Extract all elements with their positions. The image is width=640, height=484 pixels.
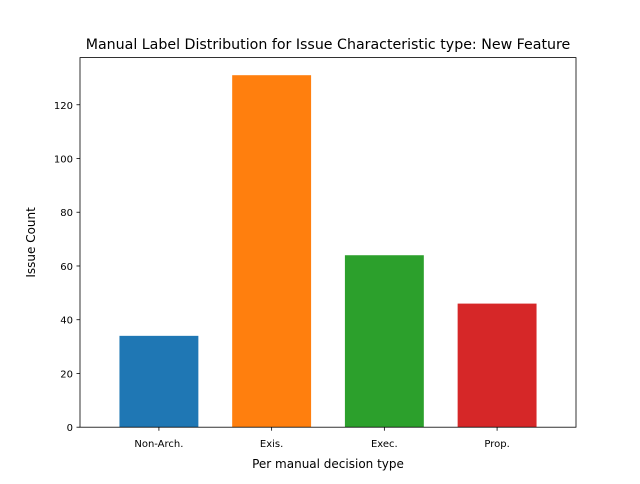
x-tick-label: Non-Arch. [134, 439, 183, 450]
y-tick-label: 0 [67, 423, 73, 434]
bar-2 [344, 255, 424, 428]
x-tick-label: Exis. [260, 439, 283, 450]
y-axis-label: Issue Count [24, 207, 38, 278]
x-axis-label: Per manual decision type [252, 457, 404, 471]
bars-layer [119, 75, 537, 428]
y-tick-label: 20 [60, 369, 73, 380]
x-tick-label: Exec. [371, 439, 398, 450]
y-tick-label: 120 [54, 101, 73, 112]
bar-3 [457, 303, 537, 428]
y-axis: 0 20 40 60 80 100 120 [54, 101, 80, 434]
x-tick-label: Prop. [484, 439, 509, 450]
y-tick-label: 40 [60, 316, 73, 327]
plot-frame [79, 57, 577, 428]
x-axis: Non-Arch. Exis. Exec. Prop. [134, 427, 510, 450]
y-tick-label: 60 [60, 262, 73, 273]
chart-title: Manual Label Distribution for Issue Char… [86, 37, 571, 53]
y-tick-label: 80 [60, 208, 73, 219]
bar-0 [119, 335, 199, 428]
bar-1 [232, 75, 312, 428]
y-tick-label: 100 [54, 154, 73, 165]
